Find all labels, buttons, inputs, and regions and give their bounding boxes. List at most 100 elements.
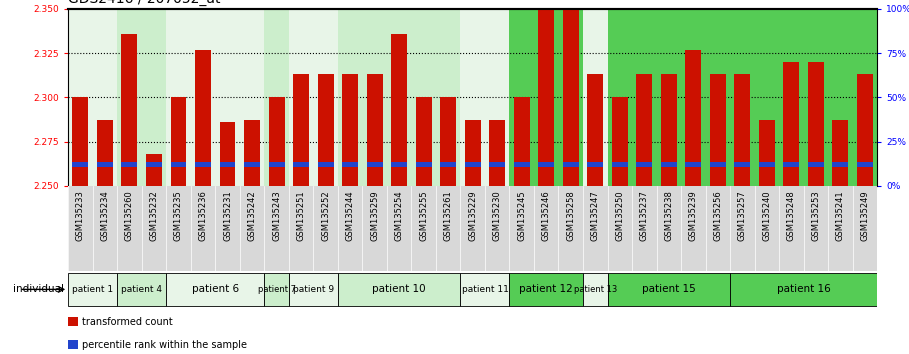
Bar — [759, 120, 774, 186]
Text: GSM135233: GSM135233 — [76, 190, 85, 241]
Bar — [538, 162, 554, 167]
Bar — [661, 74, 677, 186]
Bar — [366, 162, 383, 167]
Bar — [857, 162, 873, 167]
Bar — [171, 97, 186, 186]
Bar — [265, 273, 289, 306]
Text: GSM135234: GSM135234 — [101, 190, 109, 241]
Bar — [415, 162, 432, 167]
Bar — [391, 162, 407, 167]
Bar — [857, 74, 873, 186]
Text: patient 7: patient 7 — [257, 285, 295, 294]
Bar — [317, 162, 334, 167]
Bar — [293, 162, 309, 167]
Bar — [220, 122, 235, 186]
Bar — [538, 9, 554, 186]
Bar — [563, 9, 579, 186]
Bar — [587, 162, 604, 167]
Bar — [122, 162, 137, 167]
Bar — [166, 273, 265, 306]
Bar — [509, 273, 583, 306]
Bar — [171, 162, 186, 167]
Bar — [461, 9, 509, 186]
Bar — [317, 74, 334, 186]
Text: GSM135229: GSM135229 — [468, 190, 477, 241]
Text: patient 9: patient 9 — [293, 285, 334, 294]
Bar — [342, 162, 358, 167]
Text: patient 1: patient 1 — [72, 285, 114, 294]
Bar — [117, 9, 166, 186]
Bar — [338, 186, 461, 271]
Text: patient 16: patient 16 — [777, 284, 831, 295]
Bar — [461, 273, 509, 306]
Bar — [514, 162, 530, 167]
Bar — [759, 162, 774, 167]
Text: GSM135244: GSM135244 — [345, 190, 355, 241]
Bar — [784, 162, 799, 167]
Bar — [122, 34, 137, 186]
Bar — [489, 120, 505, 186]
Bar — [509, 9, 583, 186]
Bar — [833, 120, 848, 186]
Bar — [734, 162, 750, 167]
Text: GSM135261: GSM135261 — [444, 190, 453, 241]
Bar — [195, 162, 211, 167]
Bar — [636, 74, 653, 186]
Bar — [195, 50, 211, 186]
Text: GSM135258: GSM135258 — [566, 190, 575, 241]
Bar — [415, 97, 432, 186]
Text: GSM135245: GSM135245 — [517, 190, 526, 241]
Bar — [166, 186, 265, 271]
Bar — [583, 273, 607, 306]
Text: patient 4: patient 4 — [121, 285, 162, 294]
Bar — [265, 186, 289, 271]
Text: GSM135241: GSM135241 — [836, 190, 844, 241]
Text: GSM135253: GSM135253 — [812, 190, 821, 241]
Text: patient 12: patient 12 — [519, 284, 573, 295]
Text: individual: individual — [13, 284, 64, 295]
Bar — [710, 162, 725, 167]
Bar — [268, 97, 285, 186]
Bar — [730, 273, 877, 306]
Bar — [366, 74, 383, 186]
Bar — [338, 9, 461, 186]
Bar — [245, 120, 260, 186]
Bar — [612, 97, 628, 186]
Bar — [97, 162, 113, 167]
Bar — [464, 162, 481, 167]
Bar — [268, 162, 285, 167]
Bar — [607, 9, 730, 186]
Bar — [685, 50, 701, 186]
Bar — [68, 9, 117, 186]
Text: GSM135260: GSM135260 — [125, 190, 134, 241]
Bar — [636, 162, 653, 167]
Text: GSM135248: GSM135248 — [787, 190, 796, 241]
Text: GSM135254: GSM135254 — [395, 190, 404, 241]
Text: GSM135251: GSM135251 — [296, 190, 305, 241]
Text: GSM135243: GSM135243 — [272, 190, 281, 241]
Bar — [710, 74, 725, 186]
Bar — [607, 186, 730, 271]
Text: GSM135246: GSM135246 — [542, 190, 551, 241]
Text: GSM135236: GSM135236 — [198, 190, 207, 241]
Bar — [440, 97, 456, 186]
Bar — [338, 273, 461, 306]
Bar — [612, 162, 628, 167]
Text: patient 6: patient 6 — [192, 284, 239, 295]
Bar — [293, 74, 309, 186]
Bar — [730, 186, 877, 271]
Text: GSM135247: GSM135247 — [591, 190, 600, 241]
Bar — [68, 186, 117, 271]
Bar — [146, 154, 162, 186]
Bar — [245, 162, 260, 167]
Bar — [808, 62, 824, 186]
Bar — [583, 186, 607, 271]
Text: patient 11: patient 11 — [462, 285, 508, 294]
Text: GSM135230: GSM135230 — [493, 190, 502, 241]
Text: GSM135256: GSM135256 — [714, 190, 723, 241]
Text: GSM135239: GSM135239 — [689, 190, 698, 241]
Bar — [265, 9, 289, 186]
Text: GSM135242: GSM135242 — [247, 190, 256, 241]
Bar — [97, 120, 113, 186]
Bar — [730, 9, 877, 186]
